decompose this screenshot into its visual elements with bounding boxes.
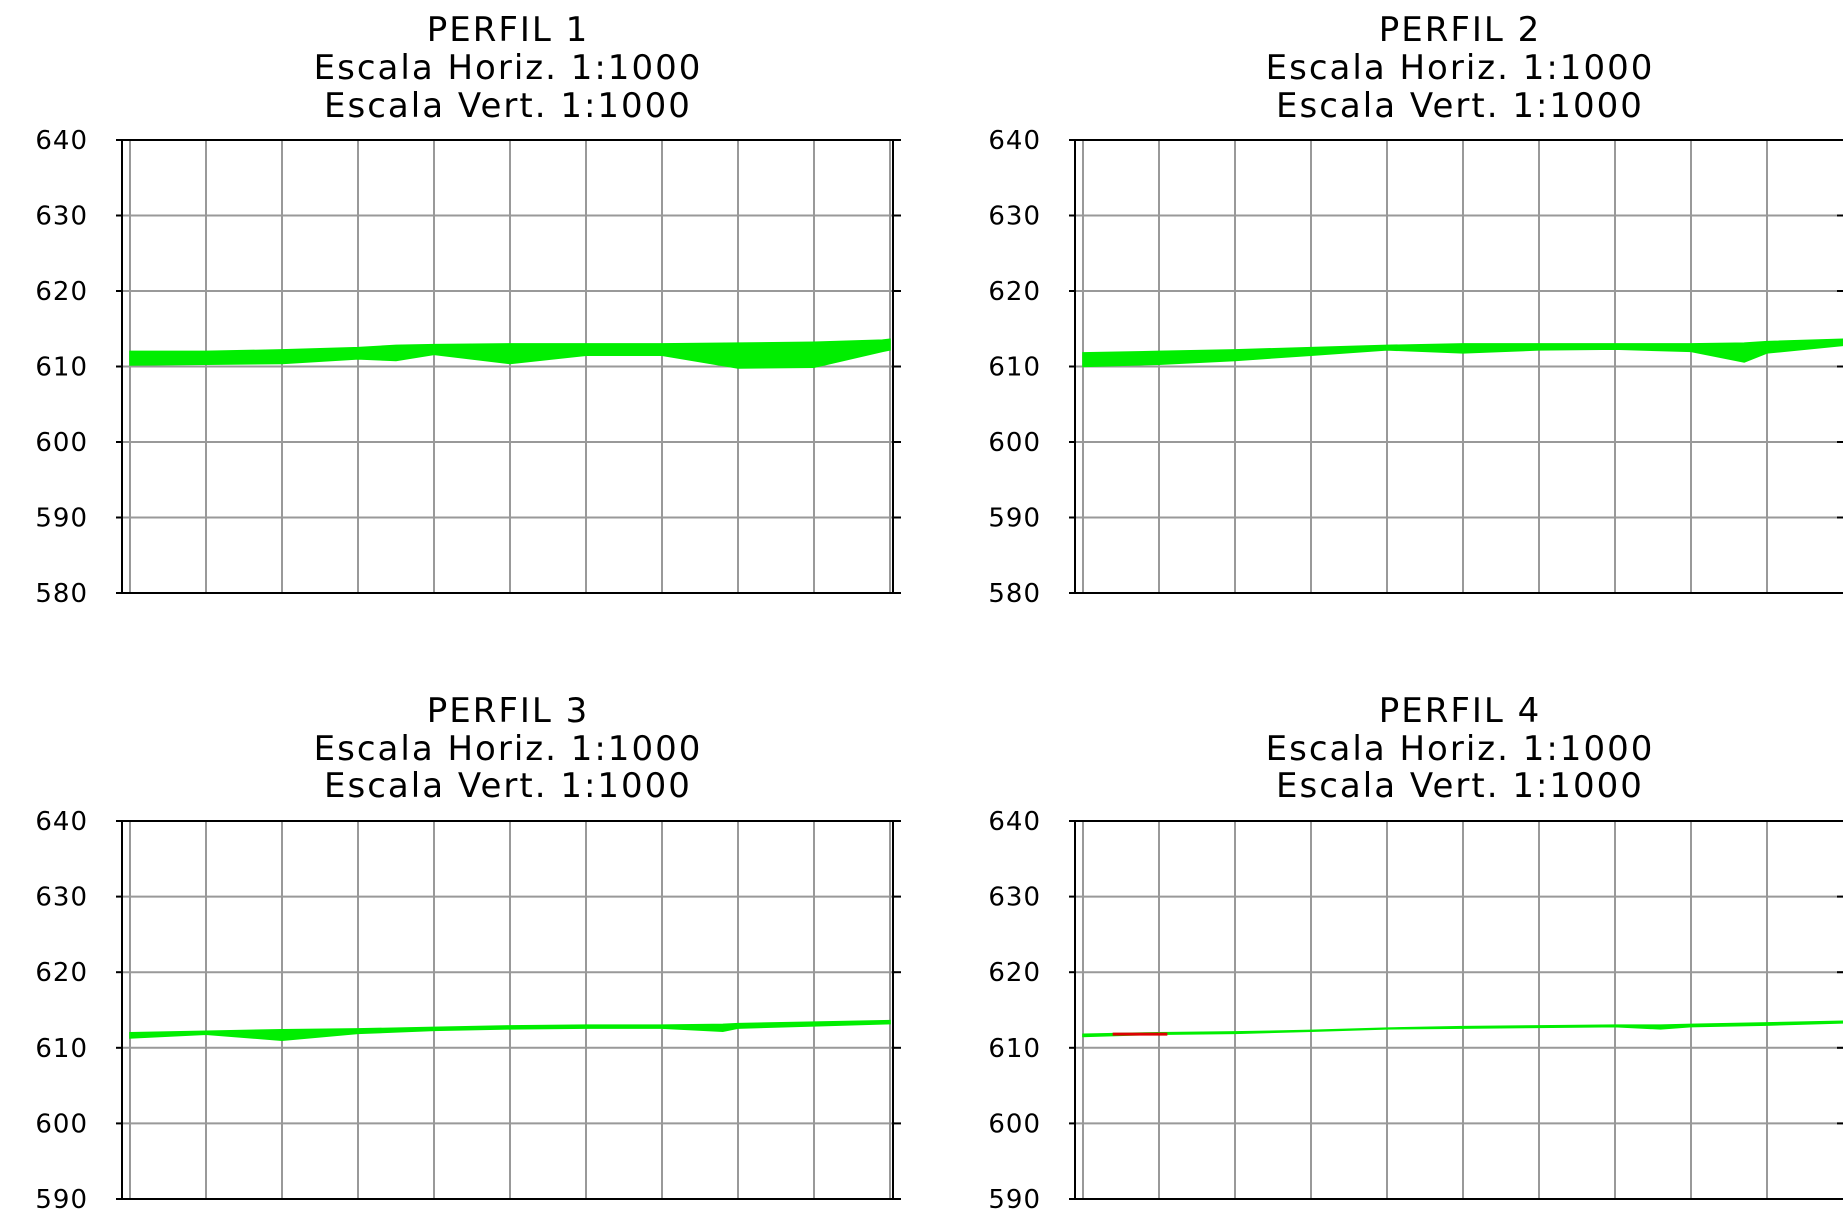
profile-area-series-1 (1082, 338, 1843, 368)
y-tick-label: 620 (988, 277, 1041, 307)
y-tick-label: 600 (35, 428, 88, 458)
y-tick-label: 600 (988, 1109, 1041, 1139)
chart-perfil-3: PERFIL 3 Escala Horiz. 1:1000 Escala Ver… (35, 691, 901, 1215)
y-tick-label: 610 (35, 353, 88, 383)
profile-area-series-1 (129, 1019, 891, 1041)
y-tick-label: 640 (988, 126, 1041, 156)
y-tick-label: 630 (35, 202, 88, 232)
y-tick-label: 620 (988, 958, 1041, 988)
y-tick-label: 610 (35, 1034, 88, 1064)
plot-area: 640 630 620 610 600 590 580 (35, 126, 901, 609)
y-tick-label: 630 (988, 883, 1041, 913)
chart-subtitle-vertical-scale: Escala Vert. 1:1000 (1276, 86, 1644, 126)
chart-subtitle-horizontal-scale: Escala Horiz. 1:1000 (1266, 729, 1655, 769)
chart-subtitle-vertical-scale: Escala Vert. 1:1000 (324, 766, 692, 806)
chart-title: PERFIL 1 (427, 10, 590, 50)
chart-subtitle-horizontal-scale: Escala Horiz. 1:1000 (1266, 48, 1655, 88)
y-tick-label: 640 (35, 807, 88, 837)
profile-area-series-2 (1112, 1032, 1168, 1036)
y-tick-label: 630 (988, 202, 1041, 232)
chart-title: PERFIL 3 (427, 691, 590, 731)
y-tick-label: 600 (988, 428, 1041, 458)
y-tick-label: 620 (35, 958, 88, 988)
profile-area-series-1 (129, 338, 891, 369)
chart-title: PERFIL 4 (1379, 691, 1542, 731)
chart-title: PERFIL 2 (1379, 10, 1542, 50)
y-tick-label: 590 (35, 1185, 88, 1215)
y-tick-label: 580 (988, 579, 1041, 609)
chart-subtitle-horizontal-scale: Escala Horiz. 1:1000 (314, 729, 703, 769)
chart-perfil-1: PERFIL 1 Escala Horiz. 1:1000 Escala Ver… (35, 10, 901, 609)
chart-subtitle-vertical-scale: Escala Vert. 1:1000 (1276, 766, 1644, 806)
y-tick-label: 590 (988, 1185, 1041, 1215)
chart-perfil-4: PERFIL 4 Escala Horiz. 1:1000 Escala Ver… (988, 691, 1843, 1215)
y-tick-label: 630 (35, 883, 88, 913)
y-tick-label: 610 (988, 353, 1041, 383)
y-tick-label: 620 (35, 277, 88, 307)
chart-subtitle-horizontal-scale: Escala Horiz. 1:1000 (314, 48, 703, 88)
y-tick-label: 590 (35, 504, 88, 534)
y-tick-label: 600 (35, 1109, 88, 1139)
plot-area: 640 630 620 610 600 590 (988, 807, 1843, 1215)
y-tick-label: 640 (988, 807, 1041, 837)
y-tick-label: 640 (35, 126, 88, 156)
chart-perfil-2: PERFIL 2 Escala Horiz. 1:1000 Escala Ver… (988, 10, 1843, 609)
profile-area-series-1 (1082, 1020, 1843, 1038)
y-tick-label: 610 (988, 1034, 1041, 1064)
plot-area: 640 630 620 610 600 590 580 (988, 126, 1843, 609)
y-tick-label: 580 (35, 579, 88, 609)
chart-subtitle-vertical-scale: Escala Vert. 1:1000 (324, 86, 692, 126)
y-tick-label: 590 (988, 504, 1041, 534)
plot-area: 640 630 620 610 600 590 (35, 807, 901, 1215)
